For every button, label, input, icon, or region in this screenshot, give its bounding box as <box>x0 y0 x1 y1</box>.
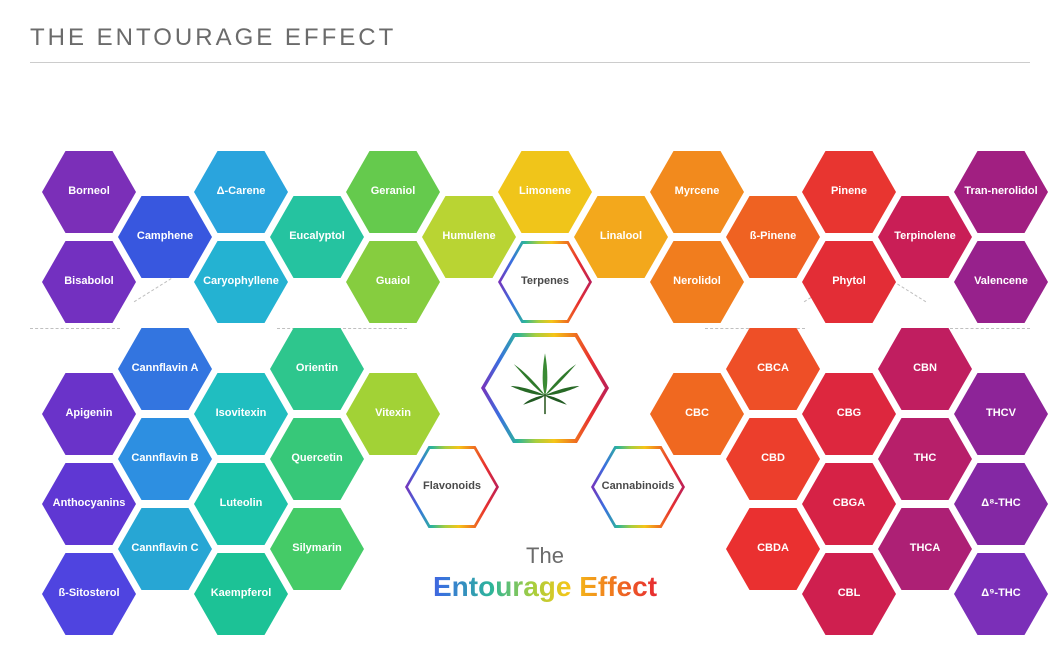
compound-myrcene: Myrcene <box>650 151 744 233</box>
compound-phytol: Phytol <box>802 241 896 323</box>
compound-anthocyanins: Anthocyanins <box>42 463 136 545</box>
compound-thc: THC <box>878 418 972 500</box>
category-cannabinoids: Cannabinoids <box>591 446 685 528</box>
header: THE ENTOURAGE EFFECT <box>0 0 1060 62</box>
category-label: Flavonoids <box>423 480 481 493</box>
compound-d-carene: Δ-Carene <box>194 151 288 233</box>
compound-cbl: CBL <box>802 553 896 635</box>
divider <box>30 62 1030 63</box>
compound-d8-thc: Δ⁸-THC <box>954 463 1048 545</box>
connector-line <box>950 328 1030 329</box>
leaf-icon <box>506 347 584 429</box>
compound-cannflavin-a: Cannflavin A <box>118 328 212 410</box>
compound-luteolin: Luteolin <box>194 463 288 545</box>
compound-caryophyllene: Caryophyllene <box>194 241 288 323</box>
compound-borneol: Borneol <box>42 151 136 233</box>
category-terpenes: Terpenes <box>498 241 592 323</box>
subtitle-line1: The <box>395 543 695 569</box>
compound-vitexin: Vitexin <box>346 373 440 455</box>
compound-cbc: CBC <box>650 373 744 455</box>
compound-cannflavin-b: Cannflavin B <box>118 418 212 500</box>
compound-orientin: Orientin <box>270 328 364 410</box>
compound-d9-thc: Δ⁹-THC <box>954 553 1048 635</box>
category-label: Terpenes <box>521 275 569 288</box>
central-hub <box>481 333 609 443</box>
compound-cbga: CBGA <box>802 463 896 545</box>
compound-limonene: Limonene <box>498 151 592 233</box>
compound-b-sitosterol: ß-Sitosterol <box>42 553 136 635</box>
compound-cbg: CBG <box>802 373 896 455</box>
category-flavonoids: Flavonoids <box>405 446 499 528</box>
compound-cbda: CBDA <box>726 508 820 590</box>
compound-cbd: CBD <box>726 418 820 500</box>
compound-bisabolol: Bisabolol <box>42 241 136 323</box>
subtitle-line2: Entourage Effect <box>395 571 695 603</box>
compound-pinene: Pinene <box>802 151 896 233</box>
compound-cbca: CBCA <box>726 328 820 410</box>
compound-thca: THCA <box>878 508 972 590</box>
compound-apigenin: Apigenin <box>42 373 136 455</box>
diagram-canvas: BorneolBisabolol ApigeninAnthocyaninsß-Si… <box>0 81 1060 661</box>
compound-kaempferol: Kaempferol <box>194 553 288 635</box>
compound-terpinolene: Terpinolene <box>878 196 972 278</box>
category-label: Cannabinoids <box>602 480 675 493</box>
compound-humulene: Humulene <box>422 196 516 278</box>
compound-guaiol: Guaiol <box>346 241 440 323</box>
compound-b-pinene: ß-Pinene <box>726 196 820 278</box>
compound-thcv: THCV <box>954 373 1048 455</box>
compound-nerolidol: Nerolidol <box>650 241 744 323</box>
compound-isovitexin: Isovitexin <box>194 373 288 455</box>
compound-eucalyptol: Eucalyptol <box>270 196 364 278</box>
compound-geraniol: Geraniol <box>346 151 440 233</box>
compound-trans-nerolidol: Tran-nerolidol <box>954 151 1048 233</box>
compound-silymarin: Silymarin <box>270 508 364 590</box>
subtitle: The Entourage Effect <box>395 543 695 603</box>
compound-cannflavin-c: Cannflavin C <box>118 508 212 590</box>
compound-quercetin: Quercetin <box>270 418 364 500</box>
compound-camphene: Camphene <box>118 196 212 278</box>
compound-linalool: Linalool <box>574 196 668 278</box>
compound-valencene: Valencene <box>954 241 1048 323</box>
connector-line <box>30 328 120 329</box>
compound-cbn: CBN <box>878 328 972 410</box>
page-title: THE ENTOURAGE EFFECT <box>30 24 1030 52</box>
